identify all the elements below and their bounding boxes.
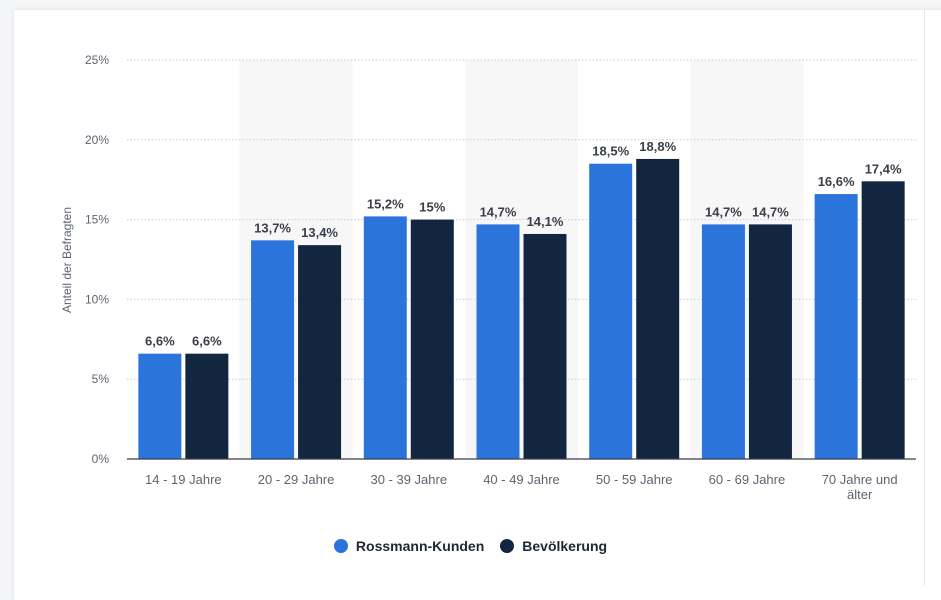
- bar-rossmann[interactable]: [814, 194, 858, 459]
- x-tick-label: 20 - 29 Jahre: [258, 472, 335, 487]
- side-panel-edge: [924, 10, 941, 586]
- bar-rossmann[interactable]: [701, 224, 745, 459]
- x-tick-label: 14 - 19 Jahre: [145, 472, 222, 487]
- data-label: 14,7%: [480, 204, 517, 219]
- x-axis-ticks: 14 - 19 Jahre 20 - 29 Jahre 30 - 39 Jahre 4…: [145, 472, 898, 502]
- bar-chart: 0% 5% 10% 15% 20% 25% 6,6% 6,6% 13,7% 13,4% 15,2%…: [60, 53, 916, 502]
- bar-rossmann[interactable]: [363, 216, 407, 459]
- x-tick-label: 40 - 49 Jahre: [483, 472, 560, 487]
- data-label: 16,6%: [818, 174, 855, 189]
- bar-rossmann[interactable]: [476, 224, 520, 459]
- legend-item-bevoelkerung[interactable]: Bevölkerung: [500, 538, 607, 554]
- bar-rossmann[interactable]: [251, 240, 295, 459]
- bar-bevoelkerung[interactable]: [298, 245, 342, 459]
- x-tick-label: 50 - 59 Jahre: [596, 472, 673, 487]
- x-tick-label: 60 - 69 Jahre: [709, 472, 786, 487]
- x-tick-label: 70 Jahre und älter: [822, 472, 898, 502]
- y-tick-label: 20%: [85, 133, 109, 147]
- bar-bevoelkerung[interactable]: [748, 224, 792, 459]
- data-label: 18,8%: [639, 139, 676, 154]
- y-tick-label: 0%: [92, 452, 110, 466]
- bars: [138, 158, 905, 460]
- data-label: 6,6%: [192, 334, 222, 349]
- bar-bevoelkerung[interactable]: [861, 181, 905, 459]
- data-label: 18,5%: [592, 144, 629, 159]
- data-label: 6,6%: [145, 334, 175, 349]
- bar-bevoelkerung[interactable]: [410, 219, 454, 459]
- legend: Rossmann-Kunden Bevölkerung: [0, 538, 941, 554]
- bar-bevoelkerung[interactable]: [636, 158, 680, 459]
- y-axis-label: Anteil der Befragten: [60, 207, 74, 313]
- x-tick-label: 30 - 39 Jahre: [370, 472, 447, 487]
- data-label: 13,4%: [301, 225, 338, 240]
- bar-bevoelkerung[interactable]: [523, 233, 567, 459]
- legend-dot-rossmann: [333, 539, 348, 553]
- legend-item-rossmann[interactable]: Rossmann-Kunden: [333, 538, 485, 554]
- legend-label-bevoelkerung: Bevölkerung: [522, 538, 608, 554]
- data-label: 17,4%: [865, 161, 902, 176]
- y-axis-ticks: 0% 5% 10% 15% 20% 25%: [85, 53, 109, 466]
- bar-rossmann[interactable]: [589, 163, 633, 460]
- data-label: 15,2%: [367, 196, 404, 211]
- data-label: 14,7%: [752, 204, 789, 219]
- data-label: 14,7%: [705, 204, 742, 219]
- bar-bevoelkerung[interactable]: [185, 353, 229, 459]
- data-label: 15%: [419, 200, 445, 215]
- data-label: 14,1%: [527, 214, 564, 229]
- y-tick-label: 15%: [85, 213, 109, 227]
- bar-rossmann[interactable]: [138, 353, 182, 459]
- y-tick-label: 25%: [85, 53, 109, 67]
- y-tick-label: 5%: [92, 372, 110, 386]
- y-tick-label: 10%: [85, 292, 109, 306]
- data-labels: 6,6% 6,6% 13,7% 13,4% 15,2% 15% 14,7% 14,1% 18,5…: [145, 139, 902, 349]
- data-label: 13,7%: [254, 220, 291, 235]
- legend-label-rossmann: Rossmann-Kunden: [355, 538, 485, 554]
- legend-dot-bevoelkerung: [500, 539, 515, 553]
